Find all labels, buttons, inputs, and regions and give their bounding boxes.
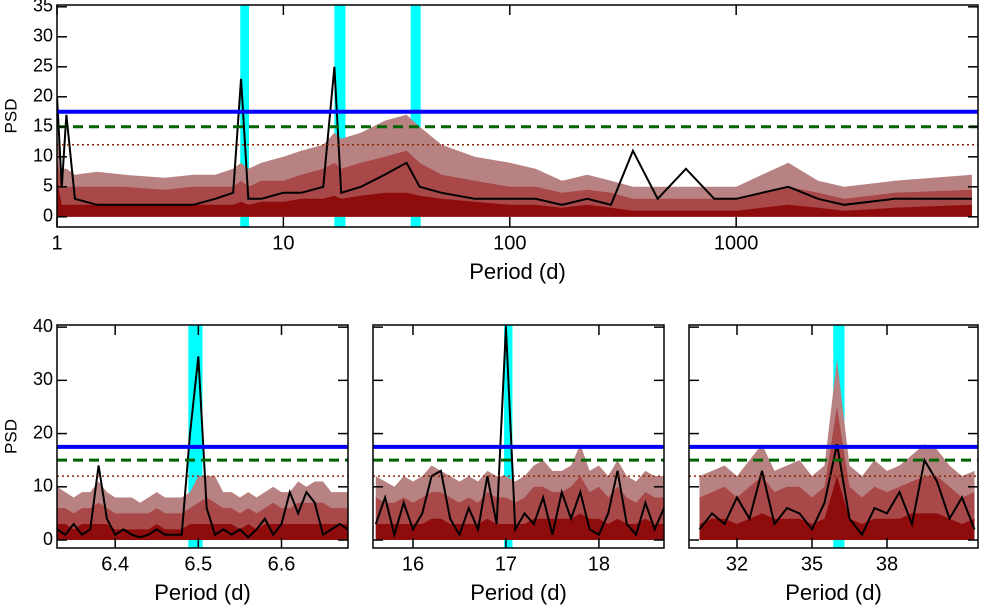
y-tick-label: 40	[33, 316, 53, 336]
panel: 0 10 20 30 40 6.4 6.5 6.6 Period (d) PSD	[1, 316, 349, 605]
plot-area	[57, 5, 978, 227]
y-axis-label: PSD	[1, 99, 20, 134]
highlight-band	[504, 325, 513, 548]
x-tick-label: 18	[588, 553, 610, 575]
plot-frame	[688, 324, 979, 549]
psd-line	[57, 356, 348, 539]
y-tick-label: 30	[33, 26, 53, 46]
highlight-band	[240, 5, 250, 227]
plot-frame	[56, 4, 979, 228]
plot-area	[373, 325, 664, 548]
x-tick-label: 1	[51, 232, 62, 254]
psd-line	[374, 327, 664, 539]
x-axis-label: Period (d)	[154, 580, 251, 605]
plot-area	[689, 325, 978, 548]
y-tick-label: 0	[43, 206, 53, 226]
envelope-area	[57, 524, 348, 541]
x-tick-label: 32	[726, 553, 748, 575]
envelope-area	[57, 150, 972, 217]
y-tick-label: 5	[43, 176, 53, 196]
x-tick-label: 38	[876, 553, 898, 575]
x-tick-label: 1000	[714, 232, 759, 254]
y-tick-label: 30	[33, 369, 53, 389]
envelope-area	[57, 180, 972, 217]
panel: 32 35 38 Period (d)	[688, 324, 979, 605]
envelope-area	[375, 513, 664, 541]
y-axis-label: PSD	[1, 419, 20, 454]
x-tick-label: 35	[801, 553, 823, 575]
x-tick-label: 10	[272, 232, 294, 254]
x-axis-label: Period (d)	[785, 580, 882, 605]
envelope-area	[699, 476, 975, 541]
highlight-band	[410, 5, 421, 227]
x-tick-label: 6.4	[101, 553, 129, 575]
plot-frame	[56, 324, 349, 549]
panel: 0 5 10 15 20 25 30 35 1 10 100 1000 Period (d) PSD	[1, 0, 979, 284]
y-tick-label: 10	[33, 476, 53, 496]
x-axis-label: Period (d)	[469, 259, 566, 284]
x-tick-label: 16	[402, 553, 424, 575]
y-tick-label: 10	[33, 146, 53, 166]
x-tick-label: 100	[493, 232, 526, 254]
y-tick-label: 0	[43, 529, 53, 549]
plot-area	[57, 325, 348, 548]
x-tick-label: 6.5	[184, 553, 212, 575]
plot-frame	[372, 324, 665, 549]
x-axis-label: Period (d)	[470, 580, 567, 605]
y-tick-label: 25	[33, 56, 53, 76]
psd-line	[698, 444, 976, 537]
y-tick-label: 35	[33, 0, 53, 16]
highlight-band	[334, 5, 346, 227]
x-tick-label: 17	[495, 553, 517, 575]
panel: 16 17 18 Period (d)	[372, 324, 665, 605]
y-tick-label: 15	[33, 116, 53, 136]
psd-line	[57, 66, 972, 206]
y-tick-label: 20	[33, 86, 53, 106]
y-tick-label: 20	[33, 422, 53, 442]
x-tick-label: 6.6	[268, 553, 296, 575]
